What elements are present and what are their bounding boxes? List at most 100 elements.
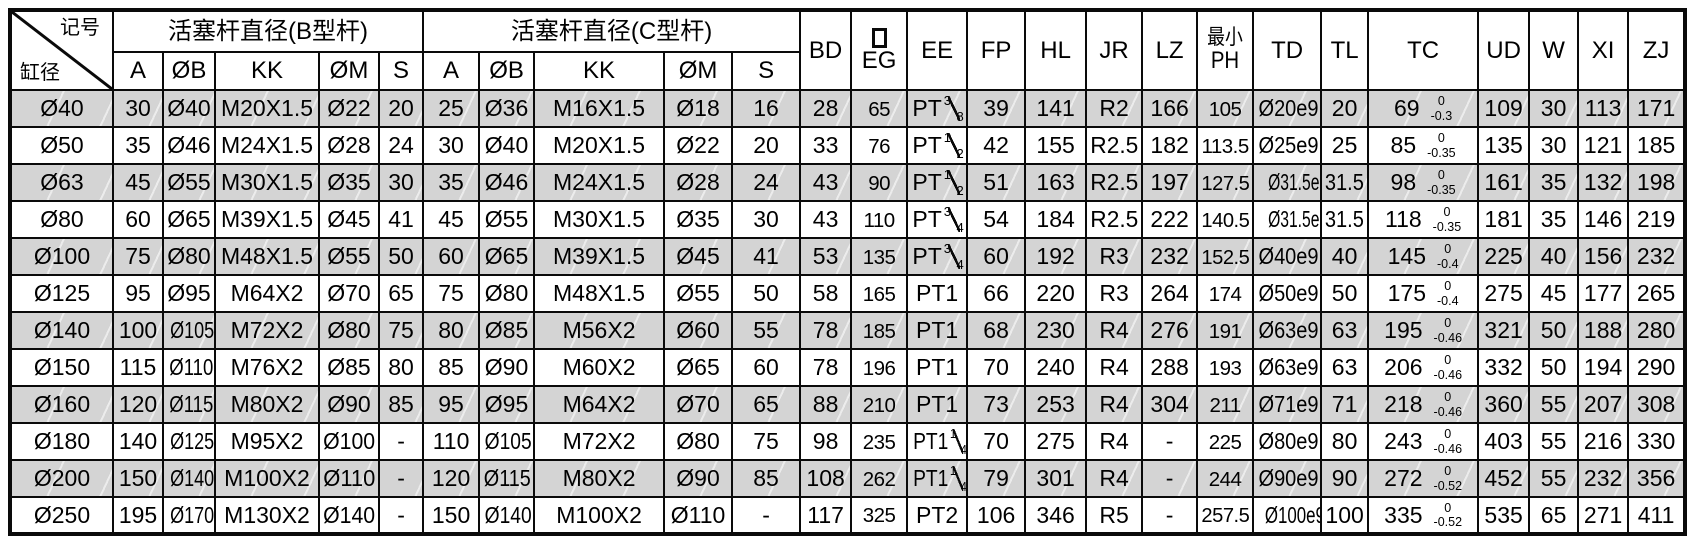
zj-cell: 280 bbox=[1627, 311, 1687, 350]
hl-cell: 141 bbox=[1024, 89, 1088, 128]
bd-cell: 117 bbox=[799, 496, 853, 535]
c-rod-cell: M30X1.5 bbox=[533, 200, 666, 239]
xi-cell: 188 bbox=[1577, 311, 1630, 350]
xi-cell: 113 bbox=[1577, 89, 1630, 128]
lz-cell: 182 bbox=[1141, 126, 1199, 165]
xi-cell: 156 bbox=[1577, 237, 1630, 276]
bd-cell: 108 bbox=[799, 459, 853, 498]
table-row: Ø250 195 Ø170 M130X2 Ø140-150 Ø140 M100X2 Ø110-… bbox=[9, 496, 1687, 535]
bd-cell: 43 bbox=[799, 163, 853, 202]
ud-cell: 135 bbox=[1477, 126, 1531, 165]
table-row: Ø140 100 Ø105 M72X2 Ø80 75 80 Ø85 M56X2 Ø60 55 78 18… bbox=[9, 311, 1687, 350]
bd-cell: 88 bbox=[799, 385, 853, 424]
eg-cell: 90 bbox=[850, 163, 909, 202]
b-rod-cell: 30 bbox=[112, 89, 164, 128]
c-rod-cell: 60 bbox=[731, 348, 802, 387]
tl-cell: 80 bbox=[1320, 422, 1370, 461]
table-row: Ø150 115 Ø110 M76X2 Ø85 80 85 Ø90 M60X2 Ø65 60 78 19… bbox=[9, 348, 1687, 387]
subheader-b-a: A bbox=[112, 51, 164, 91]
b-rod-cell: Ø22 bbox=[318, 89, 380, 128]
zj-cell: 171 bbox=[1627, 89, 1687, 128]
c-rod-cell: Ø28 bbox=[663, 163, 734, 202]
w-cell: 30 bbox=[1528, 126, 1580, 165]
c-rod-cell: M24X1.5 bbox=[533, 163, 666, 202]
jr-cell: R2 bbox=[1085, 89, 1144, 128]
tl-cell: 100 bbox=[1320, 496, 1370, 535]
hl-cell: 275 bbox=[1024, 422, 1088, 461]
c-rod-cell: Ø55 bbox=[663, 274, 734, 313]
c-rod-cell: Ø22 bbox=[663, 126, 734, 165]
ph-cell: 191 bbox=[1196, 311, 1255, 350]
hl-cell: 301 bbox=[1024, 459, 1088, 498]
subheader-c-kk: KK bbox=[533, 51, 666, 91]
w-cell: 35 bbox=[1528, 163, 1580, 202]
hl-cell: 163 bbox=[1024, 163, 1088, 202]
lz-cell: 276 bbox=[1141, 311, 1199, 350]
b-rod-cell: Ø46 bbox=[162, 126, 216, 165]
c-rod-cell: M39X1.5 bbox=[533, 237, 666, 276]
fp-cell: 79 bbox=[966, 459, 1027, 498]
jr-cell: R5 bbox=[1085, 496, 1144, 535]
ee-cell: PT12 bbox=[906, 126, 969, 165]
fp-cell: 42 bbox=[966, 126, 1027, 165]
ud-cell: 403 bbox=[1477, 422, 1531, 461]
ph-cell: 257.5 bbox=[1196, 496, 1255, 535]
b-rod-cell: 45 bbox=[112, 163, 164, 202]
b-rod-cell: Ø85 bbox=[318, 348, 380, 387]
jr-cell: R4 bbox=[1085, 459, 1144, 498]
subheader-c-om: ØM bbox=[663, 51, 734, 91]
c-rod-cell: 41 bbox=[731, 237, 802, 276]
col-header-jr: JR bbox=[1085, 9, 1144, 91]
c-rod-cell: Ø36 bbox=[478, 89, 536, 128]
ud-cell: 321 bbox=[1477, 311, 1531, 350]
b-rod-cell: Ø35 bbox=[318, 163, 380, 202]
c-rod-cell: 60 bbox=[422, 237, 481, 276]
subheader-b-ob: ØB bbox=[162, 51, 216, 91]
c-rod-cell: M64X2 bbox=[533, 385, 666, 424]
td-cell: Ø71e9 bbox=[1252, 385, 1323, 424]
tc-cell: 218 0 -0.46 bbox=[1367, 385, 1480, 424]
ph-cell: 152.5 bbox=[1196, 237, 1255, 276]
xi-cell: 271 bbox=[1577, 496, 1630, 535]
b-rod-cell: Ø110 bbox=[162, 348, 216, 387]
w-cell: 40 bbox=[1528, 237, 1580, 276]
lz-cell: 197 bbox=[1141, 163, 1199, 202]
ee-cell: PT114 bbox=[906, 422, 969, 461]
col-header-ud: UD bbox=[1477, 9, 1531, 91]
hl-cell: 230 bbox=[1024, 311, 1088, 350]
c-rod-cell: 24 bbox=[731, 163, 802, 202]
bore-cell: Ø150 bbox=[9, 348, 114, 387]
c-rod-cell: M60X2 bbox=[533, 348, 666, 387]
ud-cell: 360 bbox=[1477, 385, 1531, 424]
ph-cell: 127.5 bbox=[1196, 163, 1255, 202]
eg-cell: 65 bbox=[850, 89, 909, 128]
jr-cell: R2.5 bbox=[1085, 163, 1144, 202]
diagonal-divider-line bbox=[12, 12, 112, 89]
b-rod-cell: 85 bbox=[377, 385, 425, 424]
tc-cell: 175 0 -0.4 bbox=[1367, 274, 1480, 313]
c-rod-cell: Ø90 bbox=[478, 348, 536, 387]
b-rod-cell: M24X1.5 bbox=[214, 126, 320, 165]
lz-cell: - bbox=[1141, 422, 1199, 461]
c-rod-cell: Ø85 bbox=[478, 311, 536, 350]
ee-cell: PT34 bbox=[906, 200, 969, 239]
b-rod-cell: 95 bbox=[112, 274, 164, 313]
b-rod-cell: Ø115 bbox=[162, 385, 216, 424]
table-row: Ø40 30 Ø40 M20X1.5 Ø22 20 25 Ø36 M16X1.5 Ø18 16 28 6… bbox=[9, 89, 1687, 128]
subheader-c-ob: ØB bbox=[478, 51, 536, 91]
fp-cell: 106 bbox=[966, 496, 1027, 535]
subheader-b-s: S bbox=[377, 51, 425, 91]
bd-cell: 78 bbox=[799, 311, 853, 350]
zj-cell: 198 bbox=[1627, 163, 1687, 202]
c-rod-cell: 95 bbox=[422, 385, 481, 424]
bore-cell: Ø40 bbox=[9, 89, 114, 128]
b-rod-cell: Ø170 bbox=[162, 496, 216, 535]
c-rod-cell: Ø55 bbox=[478, 200, 536, 239]
b-rod-cell: Ø80 bbox=[318, 311, 380, 350]
col-header-lz: LZ bbox=[1141, 9, 1199, 91]
b-rod-cell: 41 bbox=[377, 200, 425, 239]
w-cell: 50 bbox=[1528, 348, 1580, 387]
td-cell: Ø63e9 bbox=[1252, 348, 1323, 387]
td-cell: Ø31.5e9 bbox=[1252, 163, 1323, 202]
fp-cell: 39 bbox=[966, 89, 1027, 128]
